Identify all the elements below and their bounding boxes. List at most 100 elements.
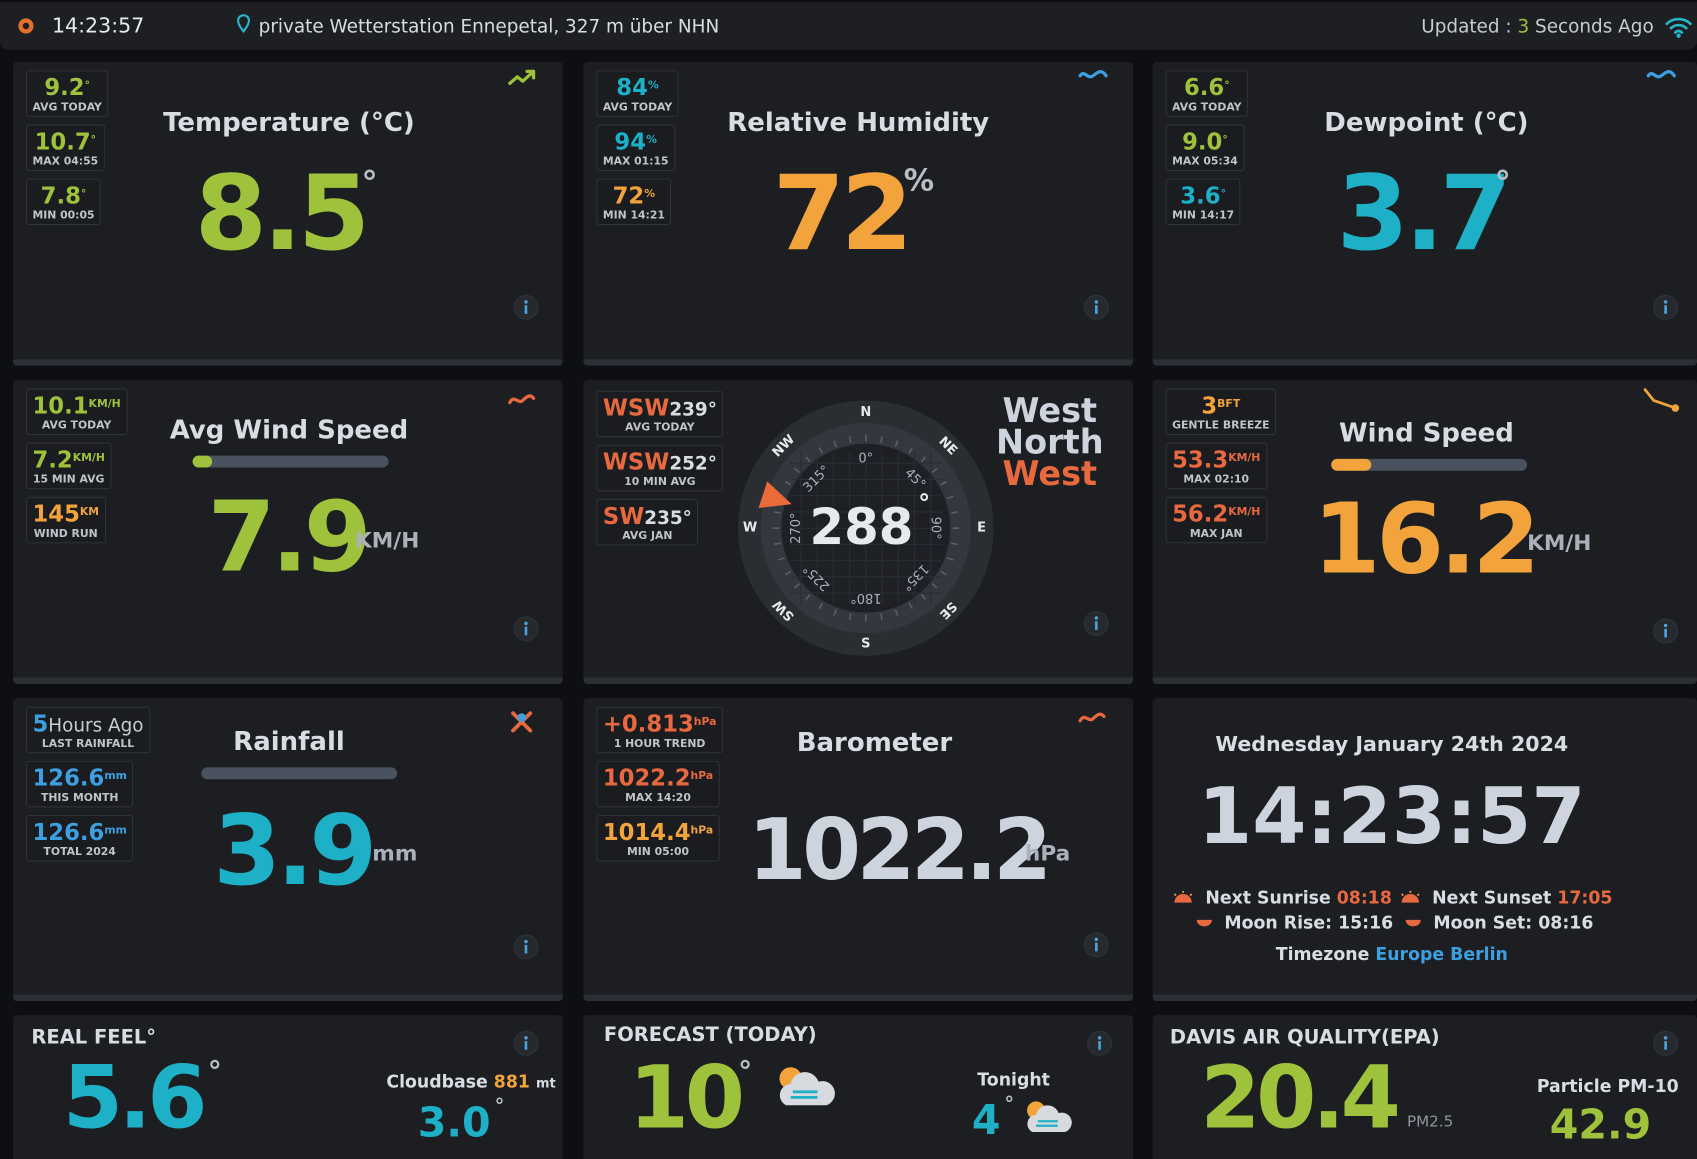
main-value: 3.9: [213, 794, 377, 909]
updated: Updated : 3 Seconds Ago: [1421, 16, 1653, 38]
main-value: 3.7: [1336, 152, 1512, 274]
compass-tick: [833, 440, 837, 448]
cloudbase-temp-unit: °: [494, 1095, 505, 1118]
status-dot: [18, 18, 34, 34]
main-value: 72: [772, 152, 913, 274]
stat-value-line: +0.813hPa: [603, 711, 717, 737]
cloudbase-value: 881: [493, 1071, 530, 1093]
stat-value-line: 126.6mm: [32, 765, 126, 791]
stat-value: 7.2: [32, 446, 73, 473]
stat-value: 94: [614, 128, 647, 155]
location-pin: [237, 14, 251, 34]
info-icon[interactable]: [1087, 1030, 1113, 1056]
info-icon[interactable]: [1653, 294, 1679, 320]
card: +0.813hPa 1 HOUR TREND 1022.2hPa MAX 14:20 1…: [583, 698, 1134, 1002]
info-icon[interactable]: [1083, 294, 1109, 320]
stat-label: WIND RUN: [33, 528, 98, 541]
card-title: DAVIS AIR QUALITY(EPA): [1169, 1025, 1440, 1049]
main-unit: °: [1494, 164, 1511, 203]
stat-value: 84: [616, 74, 648, 101]
card-title: Temperature (°C): [163, 107, 415, 138]
info-icon[interactable]: [1083, 932, 1109, 958]
compass-tick: [778, 556, 785, 561]
stat-value: WSW: [602, 449, 670, 476]
main-value: 20.4: [1200, 1047, 1401, 1149]
card-title: FORECAST (TODAY): [603, 1023, 817, 1047]
compass-tick: [880, 436, 883, 444]
sunrise-time: 08:18: [1336, 887, 1392, 909]
progress-fill: [1331, 458, 1372, 471]
stat-value-line: 3BFT: [1172, 393, 1269, 419]
compass-tick: [946, 556, 954, 561]
card: 5Hours Ago LAST RAINFALL 126.6mm THIS MONTH…: [12, 698, 563, 1002]
stat-box: 1022.2hPa MAX 14:20: [596, 760, 720, 808]
card: DAVIS AIR QUALITY(EPA) 20.4 PM2.5 Particle …: [1152, 1015, 1697, 1159]
stats-list: WSW239° AVG TODAY WSW252° 10 MIN AVG SW235° A…: [596, 390, 724, 546]
cloud-icon: [1027, 1101, 1072, 1133]
sun-icon: [1173, 890, 1193, 903]
main-unit: °: [738, 1056, 753, 1089]
main-value: 16.2: [1312, 482, 1540, 597]
stat-box: WSW252° 10 MIN AVG: [596, 444, 724, 492]
stat-label: MAX 02:10: [1183, 474, 1250, 486]
stat-value: 9.2: [44, 74, 85, 101]
card-title: Avg Wind Speed: [169, 414, 409, 445]
card: 3BFT GENTLE BREEZE 53.3KM/H MAX 02:10 56.2KM…: [1152, 379, 1697, 684]
stat-label: AVG TODAY: [1172, 101, 1242, 114]
stat-unit: %: [644, 188, 656, 201]
stat-unit: %: [646, 134, 657, 147]
stat-value: 72: [612, 182, 645, 209]
stat-box: 3BFT GENTLE BREEZE: [1165, 388, 1276, 436]
info-icon[interactable]: [1083, 610, 1109, 636]
cloudbase-temp: 3.0: [417, 1098, 491, 1147]
card-title: Rainfall: [233, 726, 345, 757]
pm10-label: Particle PM-10: [1536, 1075, 1679, 1097]
stat-box: 7.8° MIN 00:05: [25, 178, 102, 226]
main-value: 8.5: [194, 152, 370, 274]
card: 6.6° AVG TODAY 9.0° MAX 05:34 3.6° MIN 14:17 D…: [1152, 61, 1697, 366]
progress-bar: [192, 455, 389, 468]
pm10-value: 42.9: [1549, 1100, 1652, 1149]
stat-label: GENTLE BREEZE: [1172, 419, 1270, 432]
compass-tick: [774, 542, 781, 546]
compass-tick: [784, 480, 792, 486]
timezone-label: Timezone: [1275, 943, 1370, 965]
stat-value-line: 9.2°: [32, 75, 101, 101]
info-icon[interactable]: [513, 1030, 539, 1056]
stat-value: 126.6: [32, 765, 105, 792]
compass-tick: [848, 436, 852, 444]
main-unit: KM/H: [1527, 529, 1592, 556]
stat-value-line: 9.0°: [1172, 129, 1238, 155]
stat-unit: Hours Ago: [48, 715, 144, 738]
info-icon[interactable]: [513, 934, 539, 960]
info-icon[interactable]: [1653, 618, 1679, 644]
stat-unit: °: [84, 80, 91, 92]
main-unit: %: [903, 162, 935, 199]
info-icon[interactable]: [1653, 1030, 1679, 1056]
stat-box: 5Hours Ago LAST RAINFALL: [25, 706, 151, 754]
main-unit: mm: [372, 839, 418, 866]
sun-moon-line: Moon Rise: 15:16 Moon Set: 08:16: [1190, 912, 1593, 933]
info-icon[interactable]: [513, 294, 539, 320]
stat-unit: 252°: [669, 453, 717, 476]
stat-box: 53.3KM/H MAX 02:10: [1165, 442, 1267, 490]
updated-label: Updated :: [1421, 16, 1512, 38]
stat-unit: KM/H: [1228, 452, 1261, 465]
compass-tick: [894, 440, 899, 448]
info-icon[interactable]: [513, 616, 539, 642]
stat-value: 1014.4: [602, 819, 691, 846]
trend-icon: [1078, 712, 1106, 723]
sun-moon-line: Timezone Europe Berlin: [1276, 944, 1508, 965]
stat-box: 94% MAX 01:15: [596, 124, 676, 171]
stat-unit: %: [647, 80, 659, 92]
stat-box: WSW239° AVG TODAY: [596, 390, 724, 438]
stat-value-line: SW235°: [603, 503, 692, 529]
trend-icon: [508, 394, 536, 405]
main-value: 1022.2: [747, 801, 1052, 900]
stat-unit: °: [1220, 188, 1226, 201]
cloud-icon: [779, 1067, 835, 1106]
stat-box: 7.2KM/H 15 MIN AVG: [25, 442, 112, 490]
stat-box: 3.6° MIN 14:17: [1165, 178, 1241, 226]
card-title: REAL FEEL°: [31, 1025, 157, 1049]
